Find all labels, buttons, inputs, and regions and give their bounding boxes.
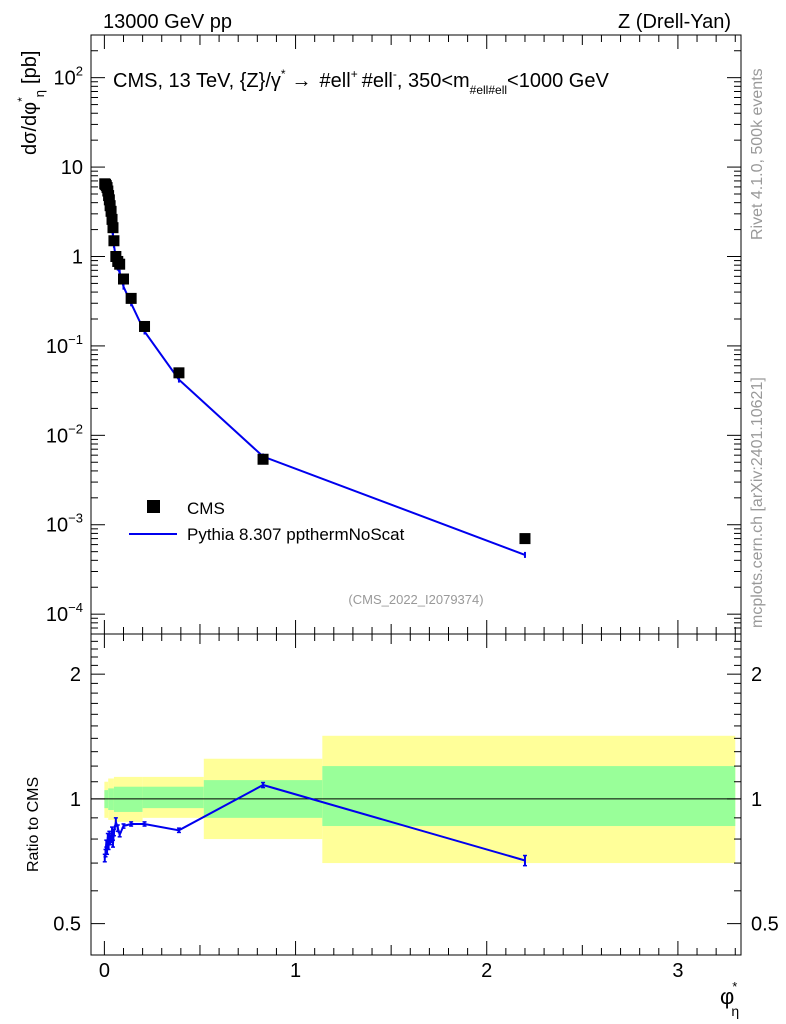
ratio-frame: [90, 633, 742, 956]
cms-data-point: [173, 367, 185, 379]
cms-data-point: [106, 213, 118, 225]
main-ytick-label: 10−2: [46, 421, 83, 447]
legend-data-label: CMS: [187, 499, 225, 518]
x-axis-label: φ* η: [720, 979, 739, 1019]
cms-data-point: [519, 533, 531, 545]
ratio-ytick-label: 0.5: [53, 914, 81, 936]
main-title: CMS, 13 TeV, {Z}/γ* → #ell+ #ell-, 350<m#el…: [113, 67, 609, 97]
rivet-label: Rivet 4.1.0, 500k events: [749, 68, 766, 240]
ratio-band-inner: [322, 766, 736, 827]
analysis-watermark: (CMS_2022_I2079374): [348, 592, 483, 607]
ratio-band-inner: [142, 786, 204, 809]
mc-line: [104, 196, 526, 556]
mcplots-label: mcplots.cern.ch [arXiv:2401.10621]: [749, 377, 766, 628]
cms-data-point: [118, 273, 129, 285]
cms-data-point: [105, 205, 117, 217]
ratio-ytick-label: 2: [70, 664, 81, 686]
main-ytick-label: 10−4: [46, 600, 83, 626]
cms-data-point: [103, 194, 115, 206]
xtick-label: 3: [672, 960, 683, 982]
main-ytick-label: 102: [54, 64, 83, 90]
cms-data-point: [114, 258, 126, 270]
legend-mc-label: Pythia 8.307 ppthermNoScat: [187, 525, 405, 544]
ratio-ylabel: Ratio to CMS: [25, 777, 42, 872]
ratio-bands: [104, 735, 736, 864]
ratio-ytick-label-right: 1: [751, 789, 762, 811]
cms-data-point: [257, 453, 269, 465]
ratio-panel: 0.5 0.5 1 1 2 2 0 1 2 3 Ratio to CMS φ* η: [25, 633, 779, 1019]
cms-data-point: [139, 320, 151, 332]
legend-data-marker: [147, 500, 160, 513]
header-left: 13000 GeV pp: [103, 11, 232, 33]
main-ytick-label: 1: [72, 246, 83, 268]
main-axes: 102 10 1 10−1 10−2 10−3 10−4: [46, 34, 741, 635]
ratio-ytick-label: 1: [70, 789, 81, 811]
main-ytick-label: 10: [61, 157, 83, 179]
ratio-data-layer: [102, 781, 527, 867]
xtick-label: 0: [99, 960, 110, 982]
ratio-axes: 0.5 0.5 1 1 2 2 0 1 2 3: [53, 633, 779, 982]
ratio-ytick-label-right: 0.5: [751, 914, 779, 936]
main-data-layer: [99, 178, 531, 558]
cms-data-point: [104, 200, 116, 212]
main-frame: [90, 34, 742, 635]
header-right: Z (Drell-Yan): [618, 11, 731, 33]
legend: CMS Pythia 8.307 ppthermNoScat: [129, 499, 405, 544]
ratio-ytick-label-right: 2: [751, 664, 762, 686]
main-ytick-label: 10−1: [46, 332, 83, 358]
main-ytick-label: 10−3: [46, 511, 83, 537]
cms-data-point: [108, 235, 120, 247]
main-panel: 102 10 1 10−1 10−2 10−3 10−4 CMS, 13 TeV, {Z}/…: [15, 34, 742, 635]
cms-data-point: [107, 222, 119, 234]
xtick-label: 1: [290, 960, 301, 982]
cms-data-point: [125, 292, 137, 304]
xtick-label: 2: [481, 960, 492, 982]
main-ylabel: dσ/dφ*η[pb]: [15, 51, 47, 155]
